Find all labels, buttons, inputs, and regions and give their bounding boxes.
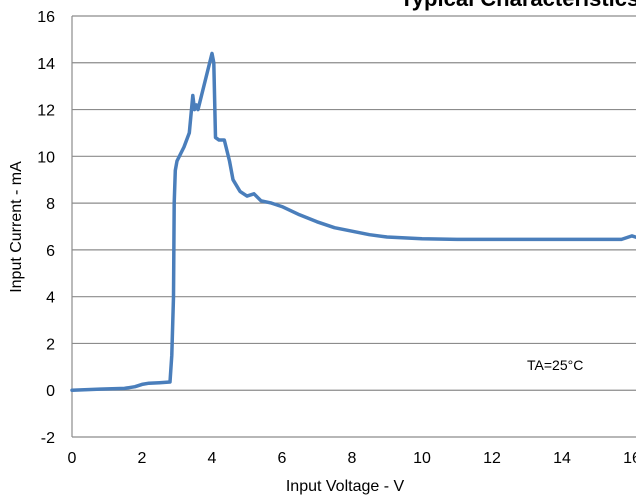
y-axis-label: Input Current - mA — [8, 161, 25, 293]
y-tick-label: 10 — [37, 149, 55, 166]
x-tick-label: 12 — [483, 450, 501, 467]
y-tick-labels: -2 0 2 4 6 8 10 12 14 16 — [37, 9, 55, 447]
x-tick-label: 0 — [68, 450, 77, 467]
y-tick-label: 4 — [46, 290, 55, 307]
y-tick-label: 2 — [46, 336, 55, 353]
y-tick-label: 8 — [46, 196, 55, 213]
x-tick-labels: 0 2 4 6 8 10 12 14 16 — [68, 450, 636, 467]
y-tick-label: 14 — [37, 56, 55, 73]
y-tick-label: 12 — [37, 103, 55, 120]
series-line — [70, 51, 636, 392]
y-tick-label: -2 — [41, 430, 55, 447]
x-tick-label: 10 — [413, 450, 431, 467]
x-tick-label: 6 — [278, 450, 287, 467]
gridlines — [71, 15, 636, 438]
y-tick-label: 16 — [37, 9, 55, 26]
x-tick-label: 2 — [138, 450, 147, 467]
y-tick-label: 0 — [46, 383, 55, 400]
chart-title: Typical Characteristics — [400, 0, 636, 11]
x-tick-label: 14 — [553, 450, 571, 467]
x-tick-label: 16 — [623, 450, 636, 467]
x-tick-label: 4 — [208, 450, 217, 467]
temperature-annotation: TA=25°C — [527, 357, 583, 373]
x-axis-label: Input Voltage - V — [286, 478, 405, 495]
x-tick-label: 8 — [348, 450, 357, 467]
y-tick-label: 6 — [46, 243, 55, 260]
